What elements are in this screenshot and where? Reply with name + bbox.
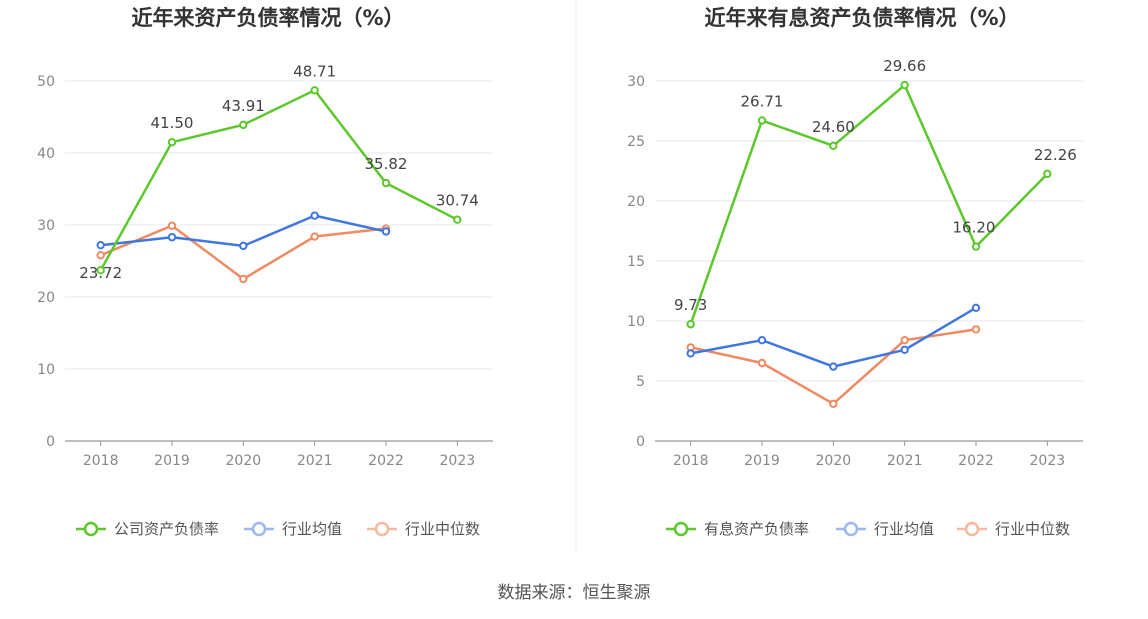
data-point[interactable] xyxy=(310,86,319,95)
legend-marker xyxy=(964,521,980,537)
data-point[interactable] xyxy=(686,349,695,358)
data-point[interactable] xyxy=(757,116,767,125)
legend-marker xyxy=(83,521,99,537)
data-point[interactable] xyxy=(971,242,981,251)
data-label: 29.66 xyxy=(883,57,926,75)
data-label: 35.82 xyxy=(365,155,408,173)
legend-item[interactable]: 公司资产负债率 xyxy=(76,520,219,538)
x-tick-label: 2021 xyxy=(297,453,333,469)
legend-marker xyxy=(673,521,689,537)
data-point[interactable] xyxy=(310,211,319,220)
series-line xyxy=(689,83,1049,325)
y-tick-label: 0 xyxy=(46,434,55,450)
chart-title: 近年来资产负债率情况（%） xyxy=(131,6,404,30)
legend-label: 行业均值 xyxy=(874,520,934,538)
data-point[interactable] xyxy=(167,138,177,147)
y-tick-label: 20 xyxy=(37,290,55,306)
data-point[interactable] xyxy=(167,221,177,230)
series-line xyxy=(100,214,387,248)
legend-marker xyxy=(374,521,390,537)
data-point[interactable] xyxy=(971,303,981,312)
y-tick-label: 10 xyxy=(627,314,645,330)
x-tick-label: 2018 xyxy=(673,453,709,469)
data-point[interactable] xyxy=(453,215,462,224)
data-point[interactable] xyxy=(757,358,767,368)
legend-item[interactable]: 有息资产负债率 xyxy=(666,520,809,538)
chart-title: 近年来有息资产负债率情况（%） xyxy=(704,6,1019,30)
data-point[interactable] xyxy=(239,274,248,284)
y-tick-label: 30 xyxy=(37,218,55,234)
legend-label: 行业均值 xyxy=(282,520,342,538)
y-tick-label: 50 xyxy=(37,74,55,90)
data-label: 30.74 xyxy=(436,192,479,210)
data-point[interactable] xyxy=(829,399,838,408)
data-point[interactable] xyxy=(310,232,319,241)
x-tick-label: 2022 xyxy=(958,453,994,469)
data-label: 22.26 xyxy=(1034,146,1077,164)
legend-item[interactable]: 行业均值 xyxy=(836,520,934,538)
x-tick-label: 2018 xyxy=(83,453,119,469)
x-tick-label: 2020 xyxy=(816,453,852,469)
data-point[interactable] xyxy=(1043,169,1052,179)
data-point[interactable] xyxy=(971,325,981,334)
legend-item[interactable]: 行业均值 xyxy=(244,520,342,538)
y-tick-label: 20 xyxy=(627,194,645,210)
y-tick-label: 15 xyxy=(627,254,645,270)
y-tick-label: 0 xyxy=(636,434,645,450)
chart-debt-ratio: 近年来资产负债率情况（%） 0 10 20 30 40 50 2018 2019 2020 2021… xyxy=(37,6,493,538)
data-point[interactable] xyxy=(829,141,838,151)
legend-item[interactable]: 行业中位数 xyxy=(367,520,480,538)
data-point[interactable] xyxy=(96,240,105,250)
data-point[interactable] xyxy=(239,120,248,130)
x-tick-label: 2019 xyxy=(154,453,190,469)
legend-label: 公司资产负债率 xyxy=(114,520,219,538)
series-line xyxy=(99,89,458,271)
series-line xyxy=(100,224,387,281)
data-label: 26.71 xyxy=(741,92,784,110)
data-source: 数据来源：恒生聚源 xyxy=(498,583,651,603)
x-tick-label: 2023 xyxy=(440,453,476,469)
data-label: 24.60 xyxy=(812,118,855,136)
legend-label: 行业中位数 xyxy=(995,520,1070,538)
data-label: 23.72 xyxy=(79,264,122,282)
data-label: 41.50 xyxy=(151,114,194,132)
data-point[interactable] xyxy=(381,227,391,236)
data-label: 16.20 xyxy=(953,219,996,237)
data-point[interactable] xyxy=(900,336,909,345)
data-point[interactable] xyxy=(829,362,838,371)
y-tick-label: 5 xyxy=(636,374,645,390)
x-tick-label: 2020 xyxy=(226,453,262,469)
x-tick-label: 2022 xyxy=(368,453,404,469)
chart-interest-debt-ratio: 近年来有息资产负债率情况（%） 0 5 10 15 20 25 30 2018 2019 2020 2… xyxy=(627,6,1083,538)
data-point[interactable] xyxy=(900,80,909,90)
legend-marker xyxy=(251,521,267,537)
data-point[interactable] xyxy=(900,345,909,354)
data-label: 48.71 xyxy=(293,62,336,80)
data-point[interactable] xyxy=(96,251,105,260)
legend-label: 有息资产负债率 xyxy=(704,520,809,538)
y-tick-label: 30 xyxy=(627,74,645,90)
x-tick-label: 2023 xyxy=(1030,453,1066,469)
y-tick-label: 10 xyxy=(37,362,55,378)
y-tick-label: 25 xyxy=(627,134,645,150)
legend-marker xyxy=(843,521,859,537)
data-point[interactable] xyxy=(239,241,248,251)
data-point[interactable] xyxy=(381,178,391,188)
x-tick-label: 2021 xyxy=(887,453,923,469)
data-point[interactable] xyxy=(757,336,767,345)
legend-item[interactable]: 行业中位数 xyxy=(957,520,1070,538)
data-label: 9.73 xyxy=(674,296,707,314)
data-point[interactable] xyxy=(167,233,177,242)
data-point[interactable] xyxy=(686,320,695,329)
x-tick-label: 2019 xyxy=(744,453,780,469)
legend-label: 行业中位数 xyxy=(405,520,480,538)
data-label: 43.91 xyxy=(222,97,265,115)
data-point[interactable] xyxy=(96,266,105,275)
y-tick-label: 40 xyxy=(37,146,55,162)
